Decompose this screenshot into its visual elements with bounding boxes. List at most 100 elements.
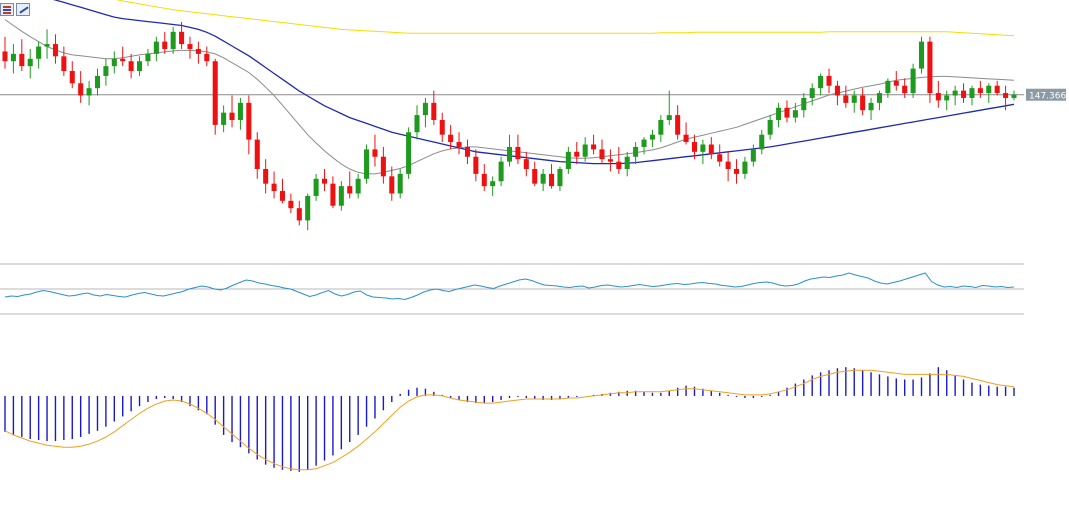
candle-body [977,88,983,94]
chart-toolbar [0,3,30,17]
candle [658,115,664,143]
candle [246,95,252,155]
candle-body [86,88,92,96]
candle [700,139,706,165]
candle [616,146,622,174]
candle [834,80,840,106]
candle-body [742,161,748,174]
candle-body [237,102,243,120]
candle-body [961,90,967,98]
candle [464,139,470,165]
candle-body [456,142,462,147]
bar-chart-icon[interactable] [0,3,14,16]
candle-body [490,181,496,187]
candle-body [103,66,109,76]
candle-body [414,115,420,133]
candle-body [506,146,513,162]
candle [69,61,75,89]
candle-body [330,183,336,206]
candle-body [969,88,975,98]
candle [338,181,344,211]
signal-line [4,369,1015,471]
candle-body [204,53,210,62]
candle [137,56,143,76]
candle-body [162,41,168,49]
candle [406,127,412,179]
candle-body [944,95,950,101]
candle-body [137,61,143,72]
candle-body [725,161,731,169]
candle [27,48,33,79]
candle [952,85,958,106]
candle [633,142,639,165]
candle-body [338,186,344,206]
candle [784,100,790,123]
candle-body [153,41,159,54]
candle-body [187,44,193,49]
candle [927,36,933,103]
candle [750,144,756,167]
candle-body [994,85,1000,94]
candle-body [372,149,378,157]
candle-body [212,61,218,125]
candle [448,124,454,150]
candle-body [708,144,714,155]
candle [288,193,294,214]
candle [254,132,260,179]
candle-body [296,208,302,221]
candle [431,90,437,125]
candle [94,68,101,96]
candle-body [464,146,470,157]
candle-body [801,97,807,111]
candle-body [860,95,866,111]
candle [826,68,832,94]
candle [52,34,58,64]
candle-body [532,168,538,184]
candle [969,85,975,106]
candle-body [229,112,235,120]
candle-body [616,161,622,169]
candle [120,46,126,67]
candle-body [179,31,185,45]
candle [691,134,698,160]
candle-body [540,173,546,184]
candle-body [2,51,8,62]
candle [574,142,580,165]
current-price-label: 147.366 [1029,92,1066,102]
candle [742,156,748,179]
candle [734,159,740,184]
candle-body [145,53,151,62]
candle [961,83,967,103]
candle [162,31,168,54]
candle [565,146,571,174]
candle [885,78,891,98]
candle-body [111,58,117,67]
candle-body [44,44,50,47]
candle [229,95,235,128]
candle [977,80,983,98]
candle-body [195,48,201,54]
candle-body [910,68,916,94]
candle [187,36,193,59]
candle-body [69,71,75,84]
candle-body [279,191,285,201]
candle [532,161,538,187]
candle-body [582,144,588,157]
candle [944,90,950,111]
candle-body [78,83,84,96]
candle-body [523,159,529,169]
candle-body [599,149,605,160]
candle [170,26,176,54]
candle [843,85,849,108]
candle [330,176,336,209]
candle-body [633,146,639,157]
candle [860,88,866,116]
candle-body [36,46,42,59]
candle [523,151,529,177]
line-chart-icon[interactable] [16,3,30,16]
candle [128,53,134,79]
candle [103,58,109,86]
candle-body [574,151,580,157]
